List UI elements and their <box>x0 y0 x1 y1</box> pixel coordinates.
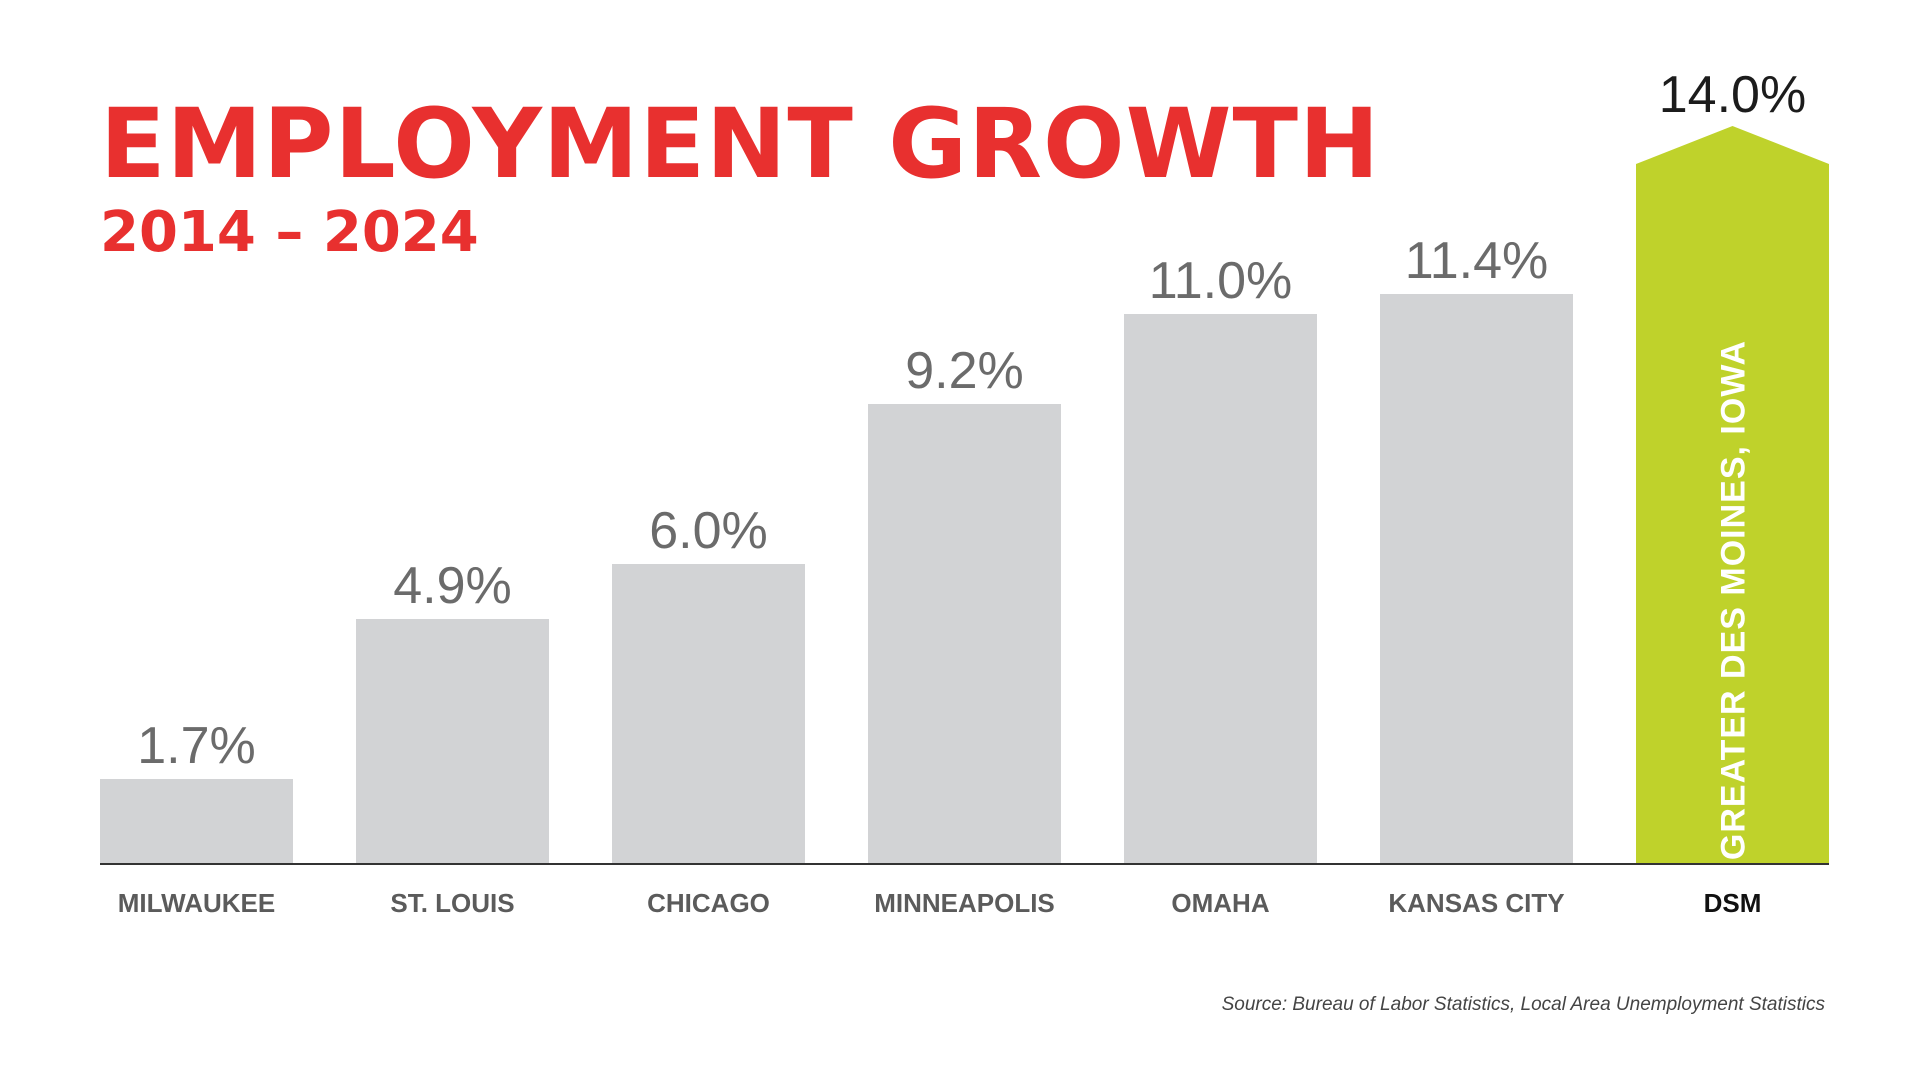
source-note: Source: Bureau of Labor Statistics, Loca… <box>1221 994 1825 1015</box>
bar-milwaukee <box>100 779 293 864</box>
category-label-kansas-city: KANSAS CITY <box>1388 888 1564 918</box>
value-label-st-louis: 4.9% <box>393 557 512 615</box>
value-label-dsm: 14.0% <box>1659 66 1806 124</box>
bar-minneapolis <box>868 404 1061 864</box>
bar-chicago <box>612 564 805 864</box>
bar-kansas-city <box>1380 294 1573 864</box>
value-label-chicago: 6.0% <box>649 502 768 560</box>
value-label-kansas-city: 11.4% <box>1405 232 1549 290</box>
value-label-milwaukee: 1.7% <box>137 717 256 775</box>
value-label-minneapolis: 9.2% <box>905 342 1024 400</box>
highlight-bar-label: GREATER DES MOINES, IOWA <box>1715 340 1753 860</box>
chart-title: EMPLOYMENT GROWTH <box>100 88 1381 200</box>
category-label-dsm: DSM <box>1704 888 1762 918</box>
category-label-chicago: CHICAGO <box>647 888 770 918</box>
category-label-omaha: OMAHA <box>1171 888 1269 918</box>
category-label-st-louis: ST. LOUIS <box>390 888 514 918</box>
chart-subtitle: 2014 – 2024 <box>100 200 479 265</box>
value-label-omaha: 11.0% <box>1149 252 1293 310</box>
bar-dsm <box>1636 126 1829 864</box>
category-label-minneapolis: MINNEAPOLIS <box>874 888 1055 918</box>
bar-st-louis <box>356 619 549 864</box>
category-label-milwaukee: MILWAUKEE <box>118 888 275 918</box>
bar-omaha <box>1124 314 1317 864</box>
